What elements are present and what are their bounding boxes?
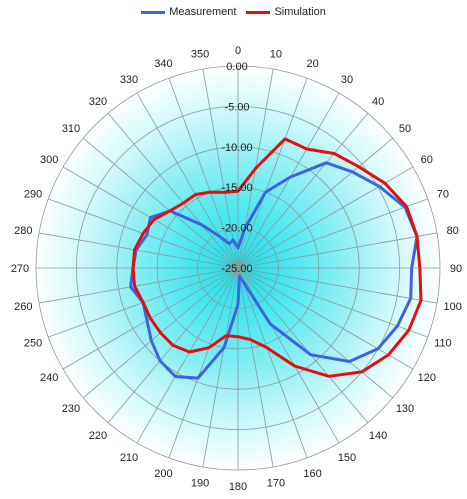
angular-tick-label: 240 [40, 372, 58, 384]
angular-gridline [136, 267, 239, 444]
angular-gridline [237, 137, 393, 269]
angular-tick-label: 50 [399, 123, 411, 135]
angular-tick-label: 290 [24, 188, 42, 200]
angular-tick-label: 170 [267, 478, 285, 490]
angular-tick-label: 10 [270, 48, 282, 60]
angular-tick-label: 260 [14, 301, 32, 313]
angular-tick-label: 280 [14, 225, 32, 237]
angular-tick-label: 70 [437, 188, 449, 200]
angular-tick-label: 180 [229, 481, 247, 493]
angular-tick-label: 350 [191, 48, 209, 60]
angular-tick-label: 60 [421, 154, 433, 166]
angular-gridline [202, 267, 239, 468]
angular-tick-label: 30 [341, 74, 353, 86]
angular-tick-label: 90 [450, 263, 462, 275]
angular-gridline [237, 267, 414, 370]
angular-tick-label: 100 [444, 301, 462, 313]
angular-gridline [237, 267, 274, 468]
angular-tick-label: 210 [120, 452, 138, 464]
angular-tick-label: 130 [396, 403, 414, 415]
radial-tick-label: 0.00 [226, 61, 247, 73]
angular-tick-label: 340 [154, 58, 172, 70]
legend-label-measurement: Measurement [169, 6, 237, 18]
angular-gridline [83, 137, 239, 269]
angular-tick-label: 20 [306, 58, 318, 70]
angular-tick-label: 110 [434, 338, 452, 350]
angular-tick-label: 320 [89, 96, 107, 108]
angular-tick-label: 160 [303, 468, 321, 480]
angular-gridline [237, 267, 393, 399]
radial-tick-label: -25.00 [221, 263, 252, 275]
legend-item-simulation: Simulation [246, 6, 326, 18]
angular-tick-label: 150 [338, 452, 356, 464]
legend: Measurement Simulation [0, 6, 467, 18]
angular-tick-label: 220 [89, 430, 107, 442]
angular-tick-label: 200 [154, 468, 172, 480]
angular-tick-label: 310 [62, 123, 80, 135]
radial-tick-label: -5.00 [224, 101, 249, 113]
series-line-simulation [131, 137, 423, 378]
angular-tick-label: 120 [418, 372, 436, 384]
angular-gridline [237, 78, 308, 269]
series-line-measurement [129, 161, 419, 380]
angular-tick-label: 270 [11, 263, 29, 275]
angular-gridline [38, 232, 239, 269]
angular-tick-label: 140 [369, 430, 387, 442]
angular-tick-label: 190 [191, 478, 209, 490]
angular-tick-label: 230 [62, 403, 80, 415]
angular-tick-label: 300 [40, 154, 58, 166]
radial-tick-label: -10.00 [221, 142, 252, 154]
legend-label-simulation: Simulation [274, 6, 326, 18]
angular-tick-label: 0 [235, 45, 241, 57]
angular-tick-label: 80 [447, 225, 459, 237]
angular-gridline [107, 113, 239, 269]
angular-gridline [168, 78, 239, 269]
radial-tick-label: -15.00 [221, 182, 252, 194]
angular-gridline [168, 267, 239, 458]
angular-gridline [237, 232, 438, 269]
angular-gridline [237, 267, 438, 304]
radial-tick-label: -20.00 [221, 223, 252, 235]
angular-tick-label: 330 [120, 74, 138, 86]
legend-item-measurement: Measurement [141, 6, 236, 18]
legend-swatch-measurement [141, 10, 166, 14]
angular-gridline [202, 68, 239, 269]
angular-tick-label: 250 [24, 338, 42, 350]
angular-gridline [38, 267, 239, 304]
angular-gridline [237, 267, 308, 458]
angular-gridline [237, 113, 369, 269]
angular-tick-label: 40 [372, 96, 384, 108]
angular-gridline [237, 198, 428, 269]
angular-gridline [237, 267, 369, 423]
legend-swatch-simulation [246, 10, 271, 14]
angular-gridline [237, 92, 340, 269]
